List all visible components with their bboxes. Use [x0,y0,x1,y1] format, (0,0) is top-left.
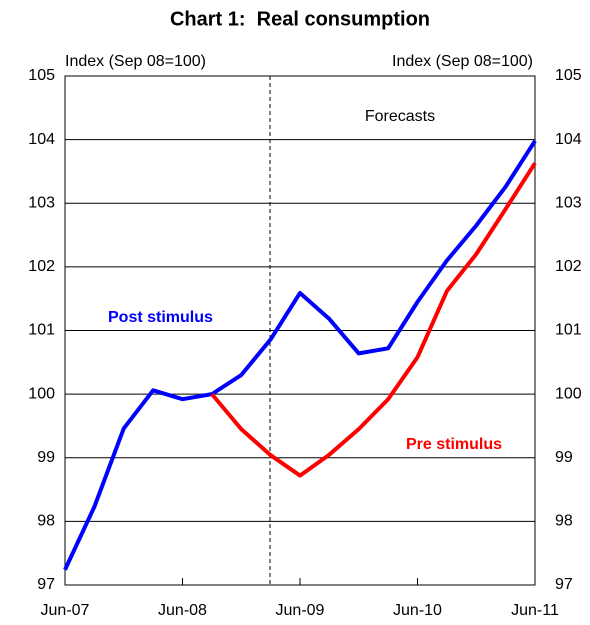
y-tick-label: 102 [28,258,55,275]
y2-axis-label: Index (Sep 08=100) [392,53,533,70]
y-tick-label: 97 [37,576,55,593]
y2-tick-label: 104 [555,131,582,148]
series-line [63,139,537,571]
series-label: Post stimulus [108,309,213,326]
y-tick-label: 103 [28,194,55,211]
y2-tick-label: 103 [555,194,582,211]
y2-tick-label: 97 [555,576,573,593]
series-line [210,162,537,478]
y2-tick-label: 100 [555,385,582,402]
x-tick-label: Jun-11 [511,602,559,619]
annotation: Forecasts [365,108,435,125]
y2-tick-label: 101 [555,322,582,339]
y-tick-label: 98 [37,513,55,530]
y-tick-label: 100 [28,385,55,402]
x-tick-label: Jun-09 [276,602,325,619]
y-tick-label: 101 [28,322,55,339]
y-tick-label: 99 [37,449,55,466]
y-axis-label: Index (Sep 08=100) [65,53,206,70]
chart-title: Chart 1: Real consumption [170,8,430,30]
y-tick-label: 105 [28,67,55,84]
y2-tick-label: 102 [555,258,582,275]
y2-tick-label: 105 [555,67,582,84]
series-label: Pre stimulus [406,436,502,453]
y-tick-label: 104 [28,131,55,148]
x-tick-label: Jun-10 [393,602,442,619]
y2-tick-label: 99 [555,449,573,466]
y2-tick-label: 98 [555,513,573,530]
x-tick-label: Jun-07 [41,602,90,619]
x-tick-label: Jun-08 [158,602,207,619]
